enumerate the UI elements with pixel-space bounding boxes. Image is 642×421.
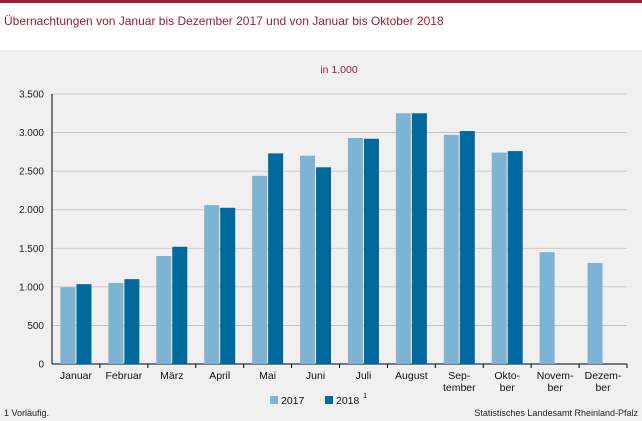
- bar-2018: [76, 284, 92, 364]
- bar-2018: [507, 151, 523, 364]
- x-tick-label: Okto-: [494, 370, 520, 382]
- bar-2017: [156, 256, 172, 364]
- x-tick-label: ber: [595, 382, 611, 394]
- x-tick-label: ber: [500, 382, 516, 394]
- bar-2017: [108, 283, 124, 364]
- bar-2017: [539, 252, 555, 364]
- legend-footnote-marker: 1: [363, 391, 367, 400]
- legend-swatch-2017: [270, 396, 278, 404]
- x-tick-label: ber: [548, 382, 564, 394]
- footnote: 1 Vorläufig.: [4, 408, 50, 418]
- y-tick-label: 1.000: [19, 282, 44, 293]
- bar-2017: [252, 175, 268, 364]
- y-tick-label: 500: [27, 321, 44, 332]
- legend-swatch-2018: [325, 396, 333, 404]
- x-tick-label: tember: [443, 382, 476, 394]
- bar-2017: [491, 152, 507, 364]
- chart-unit-label: in 1.000: [320, 64, 358, 76]
- bar-2017: [300, 155, 316, 364]
- bar-2017: [587, 262, 603, 364]
- x-tick-label: Novem-: [537, 370, 574, 382]
- y-tick-label: 2.000: [19, 205, 44, 216]
- bar-2018: [268, 153, 284, 364]
- x-tick-label: April: [209, 370, 230, 382]
- bar-2017: [204, 205, 220, 364]
- x-tick-label: Januar: [60, 370, 93, 382]
- x-tick-label: Mai: [259, 370, 276, 382]
- y-tick-label: 2.500: [19, 167, 44, 178]
- x-tick-label: August: [395, 370, 428, 382]
- bar-2018: [411, 113, 427, 365]
- y-tick-label: 0: [38, 360, 44, 371]
- y-tick-label: 3.500: [19, 90, 44, 101]
- legend-label-2018: 2018: [336, 395, 360, 407]
- x-tick-label: Dezem-: [585, 370, 622, 382]
- x-tick-label: Sep-: [448, 370, 471, 382]
- y-tick-label: 1.500: [19, 244, 44, 255]
- x-tick-label: Februar: [105, 370, 142, 382]
- bar-2017: [347, 137, 363, 364]
- bar-2017: [395, 113, 411, 365]
- bar-2017: [443, 134, 459, 364]
- legend-label-2017: 2017: [281, 395, 305, 407]
- chart-title: Übernachtungen von Januar bis Dezember 2…: [4, 14, 444, 28]
- bar-2018: [220, 207, 236, 364]
- bar-2018: [363, 138, 379, 364]
- bar-2018: [459, 131, 475, 364]
- bar-2018: [172, 246, 188, 364]
- bar-2017: [60, 287, 76, 364]
- top-rule: [0, 0, 642, 3]
- bar-2018: [316, 167, 332, 364]
- x-tick-label: Juli: [356, 370, 372, 382]
- source-note: Statistisches Landesamt Rheinland-Pfalz: [474, 408, 638, 418]
- x-tick-label: März: [160, 370, 183, 382]
- x-tick-label: Juni: [306, 370, 325, 382]
- y-tick-label: 3.000: [19, 128, 44, 139]
- bar-2018: [124, 279, 140, 364]
